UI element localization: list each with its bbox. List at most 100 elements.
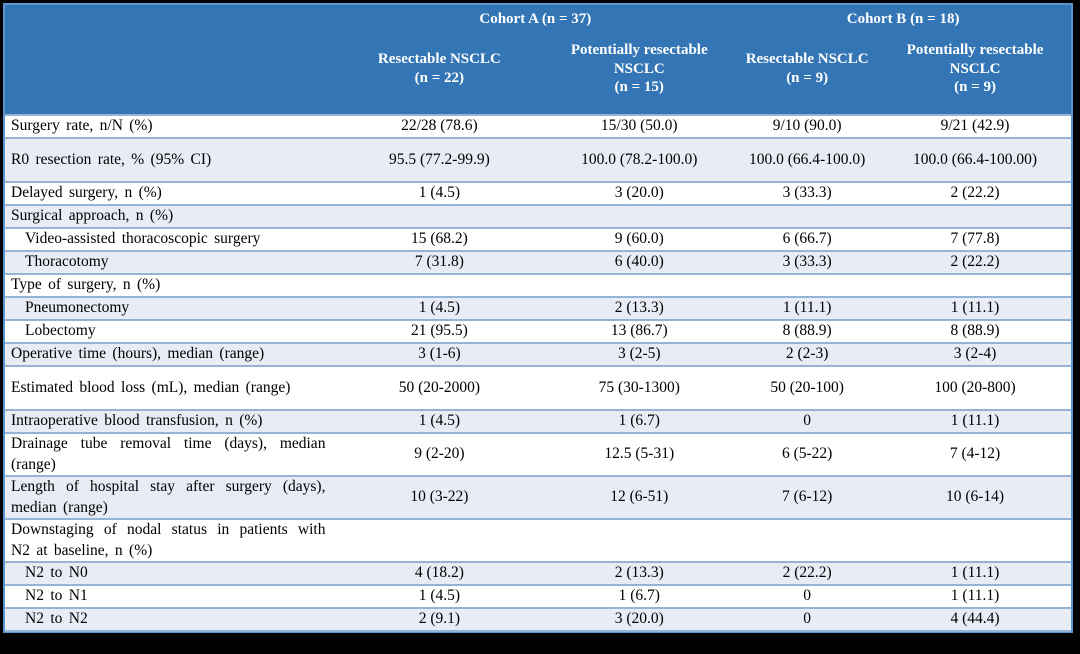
cell-value: 7 (31.8) [414, 253, 464, 271]
cell-value: 2 (22.2) [950, 253, 1000, 271]
column-header-potentially-resectable-a: Potentially resectable NSCLC (n = 15) [543, 30, 736, 115]
row-label: R0 resection rate, % (95% CI) [11, 150, 212, 168]
row-label: Drainage tube removal time (days), media… [11, 435, 326, 473]
cell-value: 3 (20.0) [614, 184, 664, 202]
table-row: Surgery rate, n/N (%) 22/28 (78.6) 15/30 (… [5, 115, 1071, 138]
row-label: Operative time (hours), median (range) [11, 345, 265, 363]
cell-value: 1 (4.5) [418, 412, 461, 430]
row-label: N2 to N0 [25, 564, 88, 582]
table-row: Delayed surgery, n (%) 1 (4.5) 3 (20.0) 3 (… [5, 182, 1071, 205]
cell-value: 1 (11.1) [950, 564, 1000, 582]
empty-corner-cell [5, 30, 336, 115]
cell-value: 0 [803, 610, 812, 628]
cell-value: 3 (20.0) [614, 633, 664, 651]
cell-value: 2 (22.2) [950, 184, 1000, 202]
cell-value: 2 (13.3) [614, 299, 664, 317]
cohort-a-header: Cohort A (n = 37) [335, 5, 736, 30]
cell-value: 100 (20-800) [934, 378, 1016, 396]
cohort-header-row: Cohort A (n = 37) Cohort B (n = 18) [5, 5, 1071, 30]
cell-value: 8 (88.9) [782, 322, 832, 340]
cell-value: 50 (20-2000) [398, 378, 481, 396]
cell-value: 6 (40.0) [614, 253, 664, 271]
cell-value: 75 (30-1300) [598, 378, 680, 396]
column-header-resectable-b: Resectable NSCLC (n = 9) [735, 30, 880, 115]
table-row: Intraoperative blood transfusion, n (%) 1… [5, 410, 1071, 433]
row-label: Surgical approach, n (%) [11, 207, 174, 225]
table-row: Video-assisted thoracoscopic surgery 15 (… [5, 228, 1071, 251]
cell-value: 12 (6-51) [610, 488, 669, 506]
row-label: Surgical complications, n (%) [11, 633, 204, 651]
cell-value: 10 (3-22) [410, 488, 469, 506]
table-row: Surgical approach, n (%) [5, 205, 1071, 228]
table-row: R0 resection rate, % (95% CI) 95.5 (77.2-… [5, 138, 1071, 182]
table-row: Downstaging of nodal status in patients … [5, 519, 1071, 562]
cell-value: 1 (6.7) [618, 587, 660, 605]
cell-value: 1 (11.1) [950, 299, 1000, 317]
row-label: Type of surgery, n (%) [11, 276, 161, 294]
cell-value: 15/30 (50.0) [600, 117, 678, 135]
table-row: Type of surgery, n (%) [5, 274, 1071, 297]
cell-value: 3 (33.3) [782, 253, 832, 271]
table-row: Lobectomy 21 (95.5) 13 (86.7) 8 (88.9) 8 (88… [5, 320, 1071, 343]
column-header-n: (n = 9) [954, 79, 996, 96]
subgroup-header-row: Resectable NSCLC (n = 22) Potentially re… [5, 30, 1071, 115]
column-header-n: (n = 22) [414, 70, 465, 86]
cell-value: 6 (66.7) [782, 230, 832, 248]
surgery-outcomes-table: Cohort A (n = 37) Cohort B (n = 18) Rese… [5, 5, 1071, 654]
row-label: Thoracotomy [25, 253, 109, 271]
cell-value: 12.5 (5-31) [604, 445, 675, 463]
cohort-b-header: Cohort B (n = 18) [735, 5, 1071, 30]
cell-value [735, 274, 879, 297]
cell-value: 1 (4.5) [418, 184, 461, 202]
cell-value: 9/10 (90.0) [772, 117, 842, 135]
table-body: Surgery rate, n/N (%) 22/28 (78.6) 15/30 (… [5, 115, 1071, 654]
column-header-label: Potentially resectable NSCLC [570, 41, 708, 77]
cell-value: 0 [803, 587, 812, 605]
table-row: N2 to N0 4 (18.2) 2 (13.3) 2 (22.2) 1 (11.1) [5, 562, 1071, 585]
cell-value: 3 (2-4) [953, 345, 997, 363]
table-row: Pneumonectomy 1 (4.5) 2 (13.3) 1 (11.1) 1 (1… [5, 297, 1071, 320]
row-label: Surgery rate, n/N (%) [11, 117, 153, 135]
cell-value: 9 (60.0) [614, 230, 664, 248]
table-row: Length of hospital stay after surgery (d… [5, 476, 1071, 519]
cell-value: 9/21 (42.9) [940, 117, 1010, 135]
cell-value [879, 519, 1071, 562]
cell-value: 7 (6-12) [781, 488, 833, 506]
cell-value: 15 (68.2) [410, 230, 468, 248]
row-label: Length of hospital stay after surgery (d… [11, 478, 326, 516]
cell-value: 22/28 (78.6) [401, 117, 478, 135]
table-row: N2 to N1 1 (4.5) 1 (6.7) 0 1 (11.1) [5, 585, 1071, 608]
table-row: N2 to N2 2 (9.1) 3 (20.0) 0 4 (44.4) [5, 608, 1071, 631]
cell-value: 21 (95.5) [410, 322, 468, 340]
cell-value: 4 (18.2) [414, 564, 464, 582]
cell-value: 1 (11.1) [782, 299, 832, 317]
column-header-label: Potentially resectable NSCLC [906, 41, 1044, 77]
column-header-label: Resectable NSCLC [745, 51, 869, 68]
column-header-resectable-a: Resectable NSCLC (n = 22) [335, 30, 544, 115]
cell-value: 9 (2-20) [414, 445, 465, 463]
table-row: Estimated blood loss (mL), median (range… [5, 366, 1071, 410]
column-header-n: (n = 15) [614, 79, 664, 96]
column-header-label: Resectable NSCLC [377, 51, 501, 68]
cell-value: 100.0 (78.2-100.0) [581, 150, 698, 168]
cell-value: 8 (88.9) [950, 322, 1000, 340]
cell-value: 1 (4.5) [418, 587, 461, 605]
row-label: N2 to N1 [25, 587, 88, 605]
cell-value: 1 (11.1) [950, 412, 1000, 430]
cell-value: 7 (77.8) [950, 230, 1000, 248]
cell-value [543, 519, 735, 562]
cell-value [543, 205, 735, 228]
cell-value: 1 (11.1) [950, 587, 1000, 605]
cell-value: 6 (5-22) [781, 445, 833, 463]
cell-value: 0 [803, 633, 812, 651]
cell-value: 10 (6-14) [945, 488, 1005, 506]
row-label: N2 to N2 [25, 610, 88, 628]
cell-value: 50 (20-100) [770, 378, 844, 396]
cell-value [335, 274, 543, 297]
cell-value: 3 (2-5) [617, 345, 661, 363]
row-label: Estimated blood loss (mL), median (range… [11, 378, 291, 396]
cell-value: 2 (9.1) [418, 610, 461, 628]
row-label: Intraoperative blood transfusion, n (%) [11, 412, 263, 430]
cell-value: 3 (1-6) [418, 345, 461, 363]
row-label: Pneumonectomy [25, 299, 130, 317]
